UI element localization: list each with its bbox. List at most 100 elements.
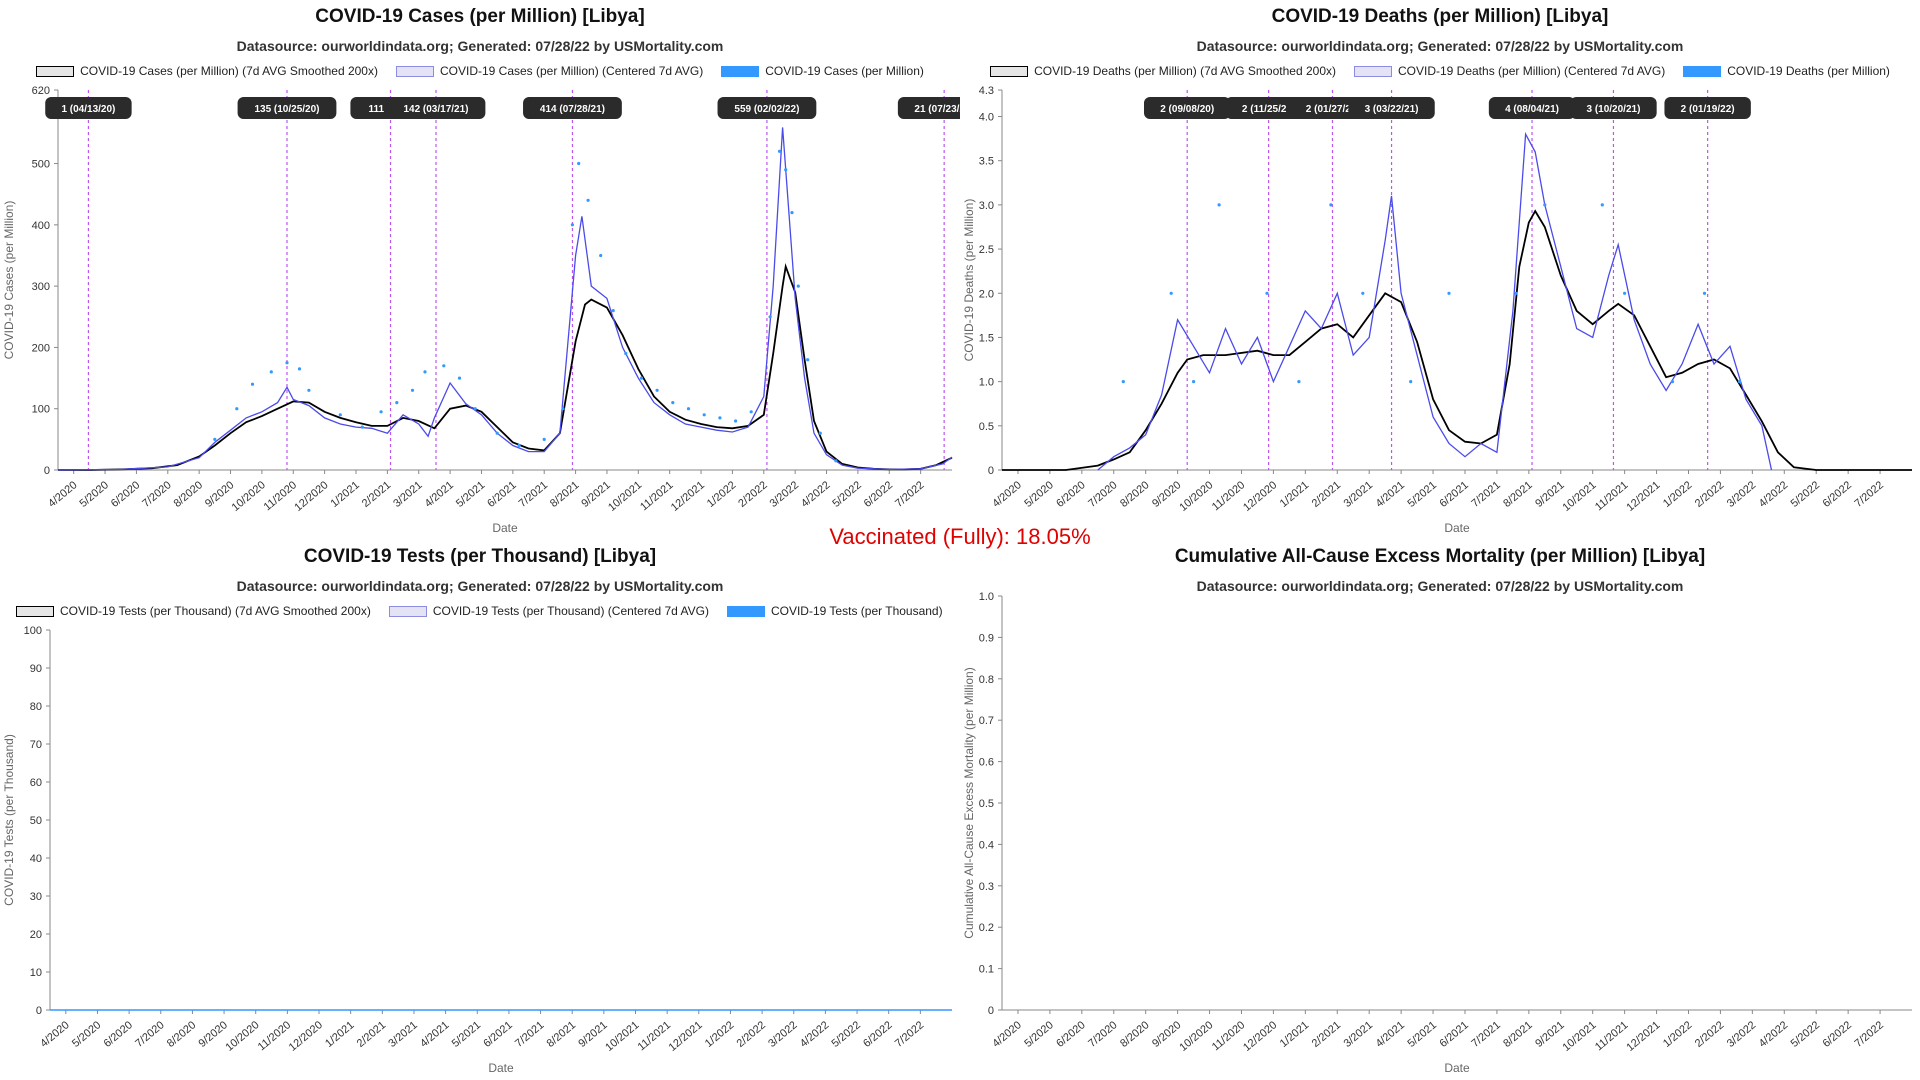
series-raw-point <box>561 407 565 411</box>
y-tick-label: 40 <box>30 853 42 865</box>
legend-swatch <box>36 65 75 77</box>
y-tick-label: 20 <box>30 929 42 941</box>
y-tick-label: 0.6 <box>979 757 994 769</box>
legend-label: COVID-19 Deaths (per Million) (7d AVG Sm… <box>1034 64 1336 78</box>
y-tick-label: 2.5 <box>979 244 994 256</box>
x-tick-label: 7/2020 <box>133 1019 166 1050</box>
y-tick-label: 30 <box>30 891 42 903</box>
y-tick-label: 0 <box>36 1005 42 1017</box>
x-tick-label: 3/2021 <box>1342 1019 1375 1050</box>
x-tick-label: 4/2022 <box>798 1019 831 1050</box>
legend-item-raw[interactable]: COVID-19 Deaths (per Million) <box>1683 64 1890 78</box>
x-tick-label: 6/2021 <box>481 1019 514 1050</box>
series-raw-point <box>1121 380 1125 384</box>
y-tick-label: 0 <box>44 465 50 477</box>
x-tick-label: 6/2022 <box>862 479 895 510</box>
x-tick-label: 1/2021 <box>328 479 361 510</box>
x-tick-label: 7/2021 <box>1469 1019 1502 1050</box>
series-raw-point <box>457 376 462 380</box>
x-tick-label: 10/2020 <box>1177 1019 1215 1054</box>
legend-item-smoothed[interactable]: COVID-19 Deaths (per Million) (7d AVG Sm… <box>990 64 1336 78</box>
annotation-box <box>1488 97 1576 119</box>
series-raw-point <box>473 407 477 411</box>
x-tick-label: 11/2021 <box>636 1019 674 1053</box>
y-tick-label: 90 <box>30 663 42 675</box>
x-tick-label: 2/2022 <box>735 1019 768 1050</box>
x-tick-label: 1/2022 <box>1661 479 1694 510</box>
legend: COVID-19 Deaths (per Million) (7d AVG Sm… <box>960 64 1920 78</box>
x-tick-label: 11/2020 <box>256 1019 294 1053</box>
y-tick-label: 80 <box>30 701 42 713</box>
annotation-label: 559 (02/02/22) <box>734 104 799 115</box>
annotation-label: 2 (01/27/2... <box>1306 104 1360 115</box>
legend-item-centered[interactable]: COVID-19 Tests (per Thousand) (Centered … <box>388 604 709 618</box>
x-tick-label: 7/2022 <box>893 1019 926 1050</box>
series-raw-point <box>1409 380 1413 384</box>
x-tick-label: 5/2020 <box>70 1019 103 1050</box>
series-raw-point <box>410 388 415 392</box>
x-tick-label: 6/2022 <box>1821 479 1854 510</box>
series-raw-point <box>702 413 706 417</box>
series-raw-point <box>395 401 399 405</box>
x-tick-label: 7/2021 <box>517 479 550 510</box>
x-tick-label: 5/2022 <box>830 479 863 510</box>
chart-title: COVID-19 Tests (per Thousand) [Libya] <box>303 546 657 567</box>
x-tick-label: 12/2020 <box>1241 479 1279 514</box>
x-axis-title: Date <box>1444 1061 1470 1075</box>
x-tick-label: 5/2021 <box>450 1019 483 1050</box>
x-tick-label: 11/2021 <box>1593 1019 1631 1053</box>
legend-swatch <box>1683 65 1722 77</box>
x-tick-label: 5/2022 <box>1789 479 1822 510</box>
x-tick-label: 2/2022 <box>736 479 769 510</box>
annotation-label: 3 (10/20/21) <box>1586 104 1640 115</box>
y-tick-label: 0.9 <box>979 632 994 644</box>
annotation-box <box>717 97 817 119</box>
x-tick-label: 10/2021 <box>606 479 644 514</box>
cases-chart: 01002003004005006204/20205/20206/20207/2… <box>2 85 960 535</box>
series-raw-point <box>423 370 427 374</box>
x-tick-label: 4/2021 <box>418 1019 451 1050</box>
x-tick-label: 2/2022 <box>1693 1019 1726 1050</box>
series-raw-point <box>586 198 590 202</box>
y-tick-label: 4.3 <box>979 85 994 97</box>
series-raw-point <box>235 407 239 411</box>
y-tick-label: 0.1 <box>979 964 994 976</box>
y-axis-title: COVID-19 Cases (per Million) <box>2 201 16 360</box>
y-tick-label: 2.0 <box>979 288 994 300</box>
series-raw-point <box>796 284 800 288</box>
legend-item-centered[interactable]: COVID-19 Deaths (per Million) (Centered … <box>1353 64 1665 78</box>
x-tick-label: 10/2021 <box>1560 1019 1598 1054</box>
x-tick-label: 6/2021 <box>1437 479 1470 510</box>
legend-item-raw[interactable]: COVID-19 Tests (per Thousand) <box>726 604 943 618</box>
series-raw-point <box>570 223 575 227</box>
x-tick-label: 4/2022 <box>1757 479 1790 510</box>
x-tick-label: 1/2022 <box>705 479 738 510</box>
x-tick-label: 8/2020 <box>165 1019 198 1050</box>
annotation-label: 1 (04/13/20) <box>61 104 115 115</box>
series-raw-point <box>686 407 691 411</box>
x-tick-label: 4/2020 <box>46 479 79 510</box>
legend-item-raw[interactable]: COVID-19 Cases (per Million) <box>721 64 924 78</box>
x-tick-label: 4/2022 <box>799 479 832 510</box>
x-tick-label: 4/2021 <box>423 479 456 510</box>
x-tick-label: 5/2020 <box>77 479 110 510</box>
series-raw-point <box>1543 203 1547 207</box>
legend-swatch <box>16 605 54 617</box>
legend-item-centered[interactable]: COVID-19 Cases (per Million) (Centered 7… <box>395 64 703 78</box>
x-tick-label: 6/2022 <box>861 1019 894 1050</box>
x-tick-label: 3/2022 <box>766 1019 799 1050</box>
series-smoothed-line <box>1002 209 1912 471</box>
y-tick-label: 0.8 <box>979 674 994 686</box>
x-tick-label: 7/2020 <box>1086 1019 1119 1050</box>
x-tick-label: 8/2021 <box>548 479 581 510</box>
y-tick-label: 0.2 <box>979 922 994 934</box>
chart-title: COVID-19 Deaths (per Million) [Libya] <box>1271 6 1609 27</box>
x-tick-label: 7/2022 <box>893 479 926 510</box>
annotation-box <box>523 97 622 119</box>
legend-item-smoothed[interactable]: COVID-19 Tests (per Thousand) (7d AVG Sm… <box>16 604 371 618</box>
y-tick-label: 3.5 <box>979 156 994 168</box>
x-tick-label: 12/2020 <box>287 1019 325 1054</box>
series-raw-point <box>749 410 753 414</box>
legend-item-smoothed[interactable]: COVID-19 Cases (per Million) (7d AVG Smo… <box>36 64 378 78</box>
vaccinated-label: Vaccinated (Fully): 18.05% <box>829 524 1091 549</box>
